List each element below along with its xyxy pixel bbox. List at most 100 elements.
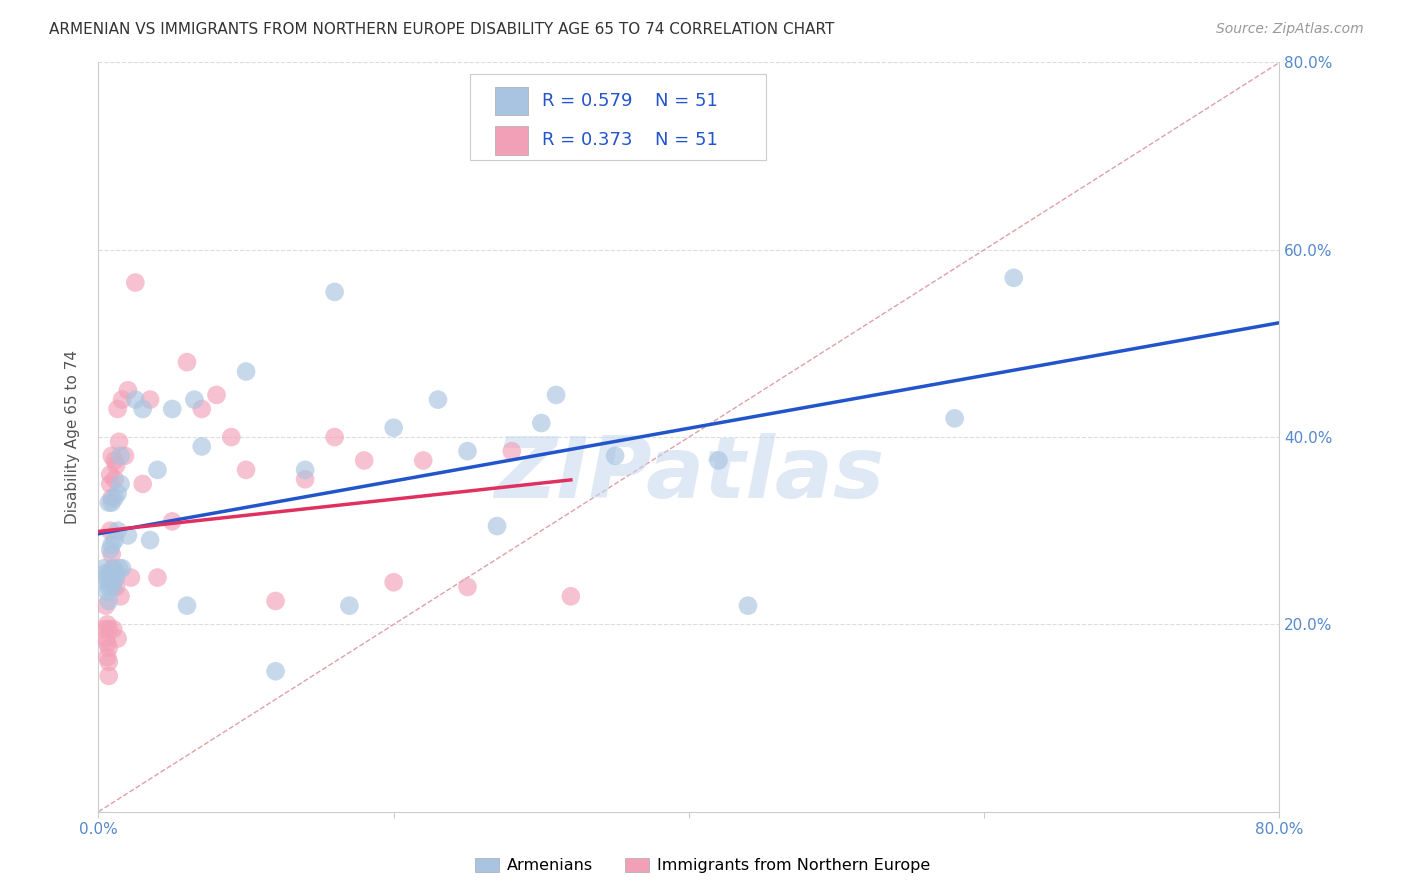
Point <box>546 388 568 402</box>
Point <box>98 467 121 482</box>
Point <box>103 561 125 575</box>
Point <box>98 575 121 590</box>
Point <box>235 463 257 477</box>
Point <box>162 514 183 528</box>
Point <box>117 384 139 398</box>
Point <box>107 486 129 500</box>
Text: R = 0.579: R = 0.579 <box>543 92 633 110</box>
Point <box>103 622 125 636</box>
Point <box>132 476 155 491</box>
Point <box>97 580 120 594</box>
Point <box>191 440 214 453</box>
Point <box>107 524 129 538</box>
Point <box>176 355 198 369</box>
Point <box>117 528 139 542</box>
Point <box>737 599 759 613</box>
Point <box>183 392 205 407</box>
Point <box>139 533 162 547</box>
Text: R = 0.373: R = 0.373 <box>543 131 633 149</box>
Point <box>943 411 966 425</box>
Point <box>93 622 115 636</box>
Point <box>111 561 134 575</box>
Point <box>98 524 121 538</box>
Point <box>97 655 120 669</box>
Point <box>605 449 627 463</box>
Text: ZIPatlas: ZIPatlas <box>494 433 884 516</box>
Point <box>100 547 122 561</box>
Point <box>97 669 120 683</box>
Point <box>98 476 121 491</box>
Point <box>457 580 479 594</box>
Text: N = 51: N = 51 <box>655 131 717 149</box>
Point <box>107 401 129 416</box>
Point <box>96 575 118 590</box>
Point <box>104 491 127 505</box>
Point <box>98 566 121 580</box>
Point <box>103 571 125 585</box>
Point <box>96 584 118 599</box>
Point <box>110 449 132 463</box>
Point <box>108 561 131 575</box>
Point <box>124 276 146 290</box>
Point <box>103 561 125 575</box>
Text: ARMENIAN VS IMMIGRANTS FROM NORTHERN EUROPE DISABILITY AGE 65 TO 74 CORRELATION : ARMENIAN VS IMMIGRANTS FROM NORTHERN EUR… <box>49 22 835 37</box>
FancyBboxPatch shape <box>495 87 529 115</box>
Point <box>382 421 405 435</box>
Point <box>105 580 128 594</box>
Point <box>264 664 287 679</box>
Point <box>124 392 146 407</box>
Y-axis label: Disability Age 65 to 74: Disability Age 65 to 74 <box>65 350 80 524</box>
Point <box>323 285 346 299</box>
Point <box>96 571 118 585</box>
Point <box>100 491 122 505</box>
Point <box>162 401 183 416</box>
Point <box>530 416 553 430</box>
Point <box>457 444 479 458</box>
Point <box>221 430 243 444</box>
Point <box>139 392 162 407</box>
Point <box>104 453 127 467</box>
Point <box>205 388 228 402</box>
Point <box>98 542 121 557</box>
FancyBboxPatch shape <box>495 126 529 154</box>
Point <box>486 519 509 533</box>
Point <box>110 476 132 491</box>
Point <box>120 571 142 585</box>
Point <box>105 571 128 585</box>
Point <box>707 453 730 467</box>
FancyBboxPatch shape <box>471 74 766 160</box>
Point <box>427 392 450 407</box>
Point <box>323 430 346 444</box>
Text: Source: ZipAtlas.com: Source: ZipAtlas.com <box>1216 22 1364 37</box>
Point <box>96 636 118 650</box>
Point <box>94 566 117 580</box>
Point <box>97 594 120 608</box>
Point <box>146 463 169 477</box>
Point <box>339 599 361 613</box>
Point <box>1002 271 1025 285</box>
Point <box>100 496 122 510</box>
Point <box>560 590 582 604</box>
Point <box>105 566 128 580</box>
Point <box>501 444 523 458</box>
Point <box>235 365 257 379</box>
Point <box>353 453 375 467</box>
Point <box>94 632 117 646</box>
Point <box>132 401 155 416</box>
Point <box>97 622 120 636</box>
Legend: Armenians, Immigrants from Northern Europe: Armenians, Immigrants from Northern Euro… <box>470 851 936 880</box>
Point <box>97 496 120 510</box>
Point <box>103 575 125 590</box>
Point <box>98 566 121 580</box>
Point <box>114 449 136 463</box>
Point <box>264 594 287 608</box>
Point <box>96 617 118 632</box>
Point <box>111 392 134 407</box>
Point <box>108 434 131 449</box>
Point <box>96 650 118 665</box>
Point <box>97 640 120 655</box>
Point <box>107 632 129 646</box>
Point <box>105 458 128 473</box>
Point <box>100 449 122 463</box>
Point <box>294 472 316 486</box>
